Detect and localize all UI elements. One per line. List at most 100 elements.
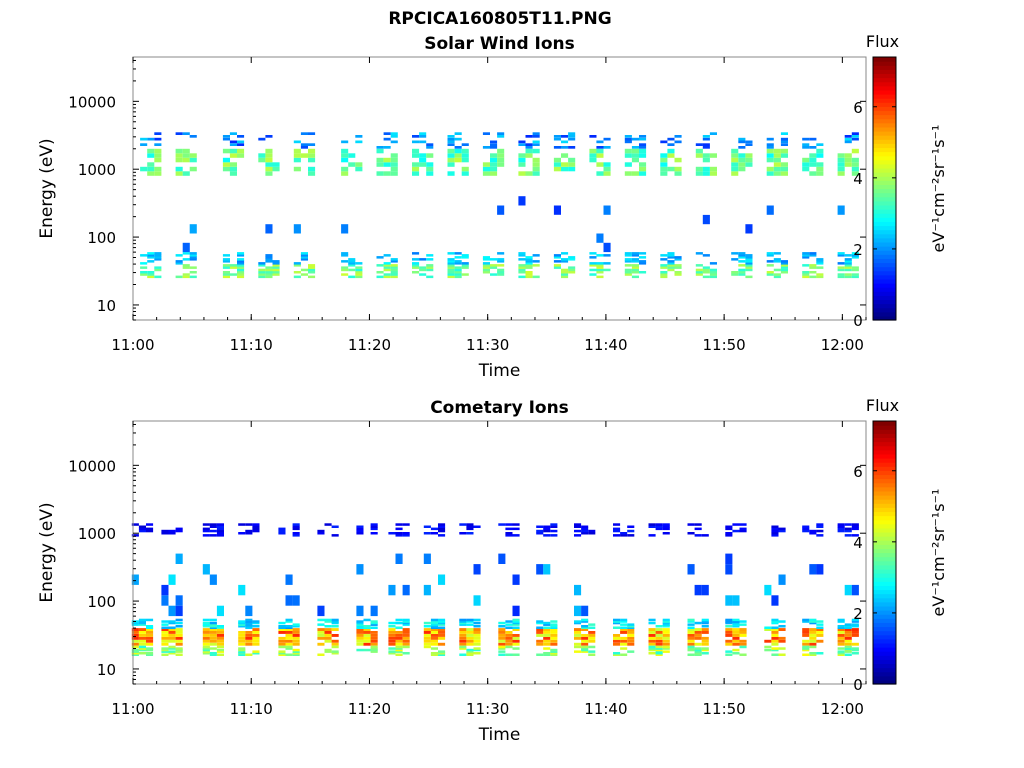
flux-cell (613, 639, 621, 643)
flux-cell (802, 647, 810, 650)
flux-cell (837, 620, 845, 623)
flux-cell (624, 162, 632, 167)
colorbar-segment (873, 671, 896, 677)
flux-cell (687, 653, 695, 656)
flux-cell (430, 621, 438, 625)
flux-cell (518, 266, 526, 269)
flux-cell (844, 137, 852, 141)
flux-cell (844, 623, 852, 626)
flux-cell (482, 264, 490, 267)
flux-cell (419, 153, 427, 158)
flux-cell (278, 621, 286, 625)
flux-cell (574, 525, 582, 528)
flux-cell (581, 648, 589, 652)
flux-cell (189, 153, 197, 158)
flux-cell (773, 275, 781, 279)
flux-cell (662, 628, 670, 631)
flux-cell (363, 642, 371, 646)
flux-cell (624, 268, 632, 272)
flux-cell (512, 642, 520, 646)
flux-cell (454, 275, 462, 279)
colorbar-tick-label: 6 (853, 463, 863, 481)
flux-cell (581, 626, 589, 629)
flux-cell (624, 137, 632, 141)
flux-cell (816, 634, 824, 637)
flux-cell (766, 264, 774, 267)
flux-cell (660, 273, 668, 276)
flux-cell (138, 636, 146, 640)
flux-cell (745, 140, 753, 144)
flux-cell (662, 647, 670, 650)
flux-cell (390, 266, 398, 269)
flux-cell (140, 143, 148, 146)
flux-cell (851, 631, 859, 634)
flux-cell (454, 146, 462, 149)
flux-cell (383, 137, 391, 141)
colorbar-segment (873, 159, 896, 165)
flux-cell (771, 647, 779, 650)
flux-cell (536, 639, 544, 643)
flux-cell (402, 636, 410, 640)
flux-cell (222, 162, 230, 167)
flux-cell (809, 634, 817, 637)
flux-cell (395, 636, 403, 640)
flux-cell (505, 527, 513, 531)
flux-cell (356, 634, 364, 637)
flux-cell (285, 626, 293, 629)
colorbar-title: Flux (866, 32, 899, 51)
flux-cell (308, 268, 316, 272)
flux-cell (370, 623, 378, 626)
flux-cell (613, 618, 621, 622)
flux-cell (802, 628, 810, 631)
flux-cell (272, 264, 280, 267)
flux-cell (202, 618, 210, 622)
flux-cell (732, 625, 740, 628)
flux-cell (624, 254, 632, 257)
flux-cell (660, 162, 668, 167)
flux-cell (738, 260, 746, 263)
colorbar-segment (873, 229, 896, 235)
flux-cell (624, 252, 632, 255)
flux-cell (844, 262, 852, 265)
flux-cell (293, 262, 301, 265)
flux-cell (402, 623, 410, 626)
flux-cell (816, 652, 824, 655)
flux-cell (709, 132, 717, 135)
flux-cell (331, 642, 339, 646)
flux-cell (574, 605, 582, 617)
flux-cell (402, 634, 410, 637)
flux-cell (412, 271, 420, 274)
flux-cell (550, 534, 558, 537)
flux-cell (837, 171, 845, 176)
y-tick-label: 1000 (78, 525, 116, 543)
flux-cell (851, 628, 859, 631)
flux-cell (603, 268, 611, 272)
flux-cell (778, 639, 786, 643)
flux-cell (780, 140, 788, 144)
flux-cell (390, 162, 398, 167)
flux-cell (695, 153, 703, 158)
flux-cell (627, 636, 635, 640)
flux-cell (568, 266, 576, 269)
flux-cell (778, 574, 786, 585)
flux-cell (473, 639, 481, 643)
flux-cell (596, 233, 604, 243)
flux-cell (265, 266, 273, 269)
flux-cell (732, 523, 740, 526)
flux-cell (388, 636, 396, 640)
flux-cell (687, 623, 695, 626)
colorbar-segment (873, 163, 896, 169)
colorbar-segment (873, 196, 896, 202)
flux-cell (738, 140, 746, 144)
flux-cell (459, 620, 467, 623)
flux-cell (695, 271, 703, 274)
flux-cell (252, 625, 260, 628)
flux-cell (816, 628, 824, 631)
flux-cell (222, 266, 230, 269)
flux-cell (851, 166, 859, 172)
flux-cell (138, 634, 146, 637)
flux-cell (292, 595, 300, 606)
flux-cell (778, 529, 786, 533)
flux-cell (543, 564, 551, 575)
flux-cell (837, 523, 845, 526)
